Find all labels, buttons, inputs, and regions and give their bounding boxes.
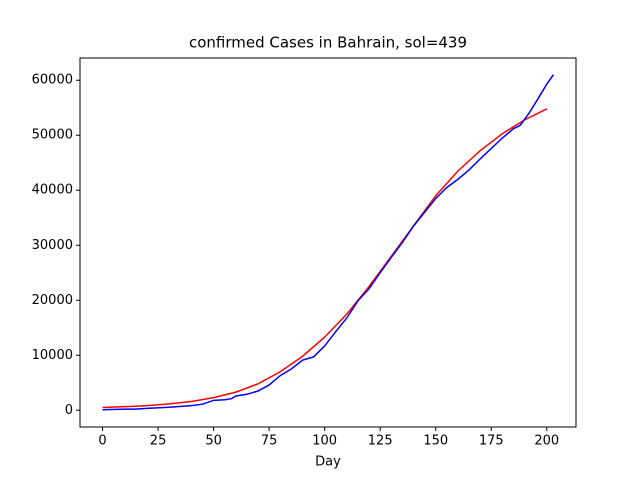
x-tick-label: 25 <box>150 434 167 449</box>
data-line <box>102 74 555 411</box>
y-tick-label: 50000 <box>32 128 73 143</box>
y-tick-label: 20000 <box>32 293 73 308</box>
data-line <box>102 108 548 409</box>
x-tick-label: 150 <box>423 434 448 449</box>
x-tick-label: 200 <box>534 434 559 449</box>
x-tick-label: 100 <box>312 434 337 449</box>
y-tick-label: 40000 <box>32 183 73 198</box>
x-tick-label: 75 <box>261 434 278 449</box>
y-tick-label: 60000 <box>32 73 73 88</box>
y-tick-label: 30000 <box>32 238 73 253</box>
chart-title: confirmed Cases in Bahrain, sol=439 <box>189 34 467 52</box>
x-tick-label: 125 <box>368 434 393 449</box>
plot-frame <box>79 57 577 428</box>
y-tick-label: 0 <box>65 403 73 418</box>
x-tick-label: 50 <box>205 434 222 449</box>
x-tick-label: 0 <box>98 434 106 449</box>
x-axis-label: Day <box>315 455 341 470</box>
y-tick-label: 10000 <box>32 348 73 363</box>
x-tick-label: 175 <box>479 434 504 449</box>
